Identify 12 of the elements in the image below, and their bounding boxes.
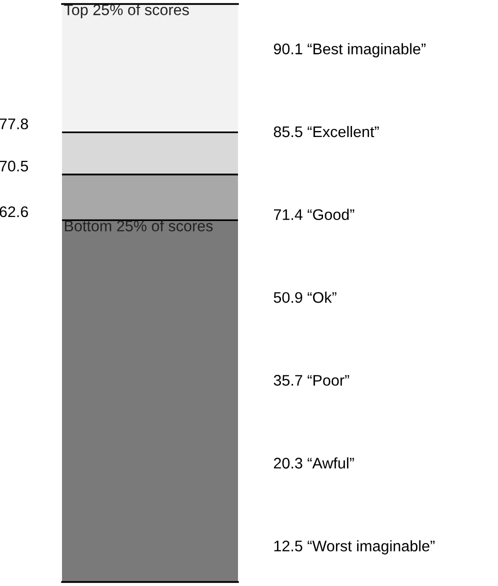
text: 71.4 “Good” bbox=[274, 208, 354, 220]
series-label: Bottom 25% of scores bbox=[65, 220, 213, 232]
text: 90.1 “Best imaginable” bbox=[274, 43, 426, 58]
text: 20.3 “Awful” bbox=[274, 457, 354, 469]
text: 85.5 “Excellent” bbox=[274, 126, 379, 138]
y-tick-label: 70.5 bbox=[0, 160, 28, 172]
text: 12.5 “Worst imaginable” bbox=[274, 540, 435, 554]
y-tick-label: 77.8 bbox=[0, 118, 28, 130]
y-tick-label: 62.6 bbox=[0, 206, 28, 218]
series-label: Top 25% of scores bbox=[64, 4, 189, 18]
text: 50.9 “Ok” bbox=[274, 292, 336, 303]
text: 35.7 “Poor” bbox=[274, 374, 350, 386]
